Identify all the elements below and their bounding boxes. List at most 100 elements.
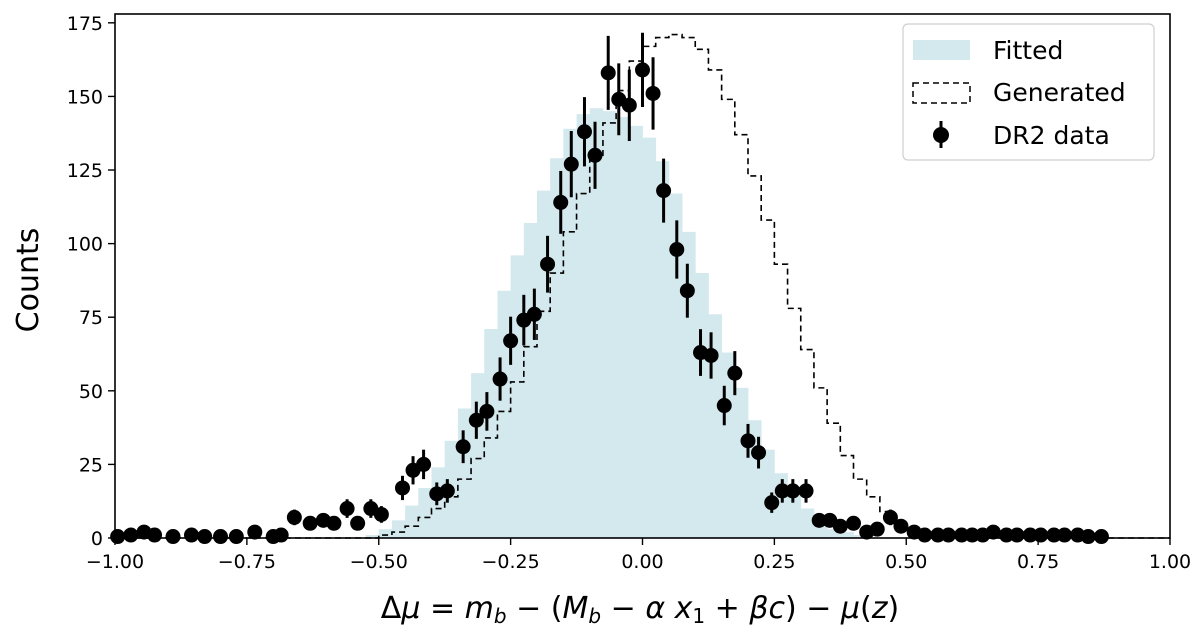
data-point bbox=[416, 456, 432, 472]
y-tick-label: 25 bbox=[79, 454, 103, 476]
fitted-bar bbox=[497, 290, 512, 538]
fitted-bar bbox=[827, 529, 841, 538]
y-tick-label: 100 bbox=[67, 234, 103, 256]
fitted-bar bbox=[589, 108, 604, 539]
data-point bbox=[540, 256, 556, 272]
x-axis-ticks: −1.00 −0.75 −0.50 −0.25 0.00 0.25 0.50 0.75 1.00 bbox=[86, 538, 1191, 573]
data-point bbox=[1080, 529, 1096, 545]
data-point bbox=[147, 527, 163, 543]
fitted-bar bbox=[431, 467, 446, 538]
data-point bbox=[998, 527, 1014, 543]
data-point bbox=[751, 445, 767, 461]
data-point bbox=[600, 65, 616, 81]
fitted-bar bbox=[840, 532, 854, 538]
data-point bbox=[811, 512, 827, 528]
legend: Fitted Generated DR2 data bbox=[902, 23, 1155, 161]
data-point bbox=[656, 183, 672, 199]
data-point bbox=[716, 398, 732, 414]
data-point bbox=[563, 156, 579, 172]
fitted-bar bbox=[642, 137, 657, 538]
fitted-bar bbox=[655, 161, 670, 538]
x-tick-label: 0.25 bbox=[753, 551, 795, 573]
generated-histogram bbox=[115, 33, 1170, 539]
data-point bbox=[587, 147, 603, 163]
y-tick-label: 175 bbox=[67, 13, 103, 35]
legend-data-marker bbox=[933, 127, 949, 143]
data-point bbox=[645, 85, 661, 101]
fitted-bar bbox=[853, 535, 868, 538]
data-point bbox=[798, 483, 814, 499]
x-tick-label: 0.00 bbox=[621, 551, 663, 573]
legend-data-label: DR2 data bbox=[993, 121, 1110, 150]
fitted-bar bbox=[800, 508, 815, 538]
data-point bbox=[439, 483, 455, 499]
data-point bbox=[954, 527, 970, 543]
data-point bbox=[635, 62, 650, 78]
fitted-histogram bbox=[365, 108, 868, 539]
data-point bbox=[273, 527, 289, 543]
x-tick-label: 0.75 bbox=[1017, 551, 1059, 573]
data-point bbox=[869, 521, 885, 537]
y-axis-title: Counts bbox=[11, 228, 46, 333]
data-point bbox=[228, 529, 244, 545]
data-point bbox=[373, 506, 389, 522]
data-point bbox=[468, 412, 484, 428]
data-point bbox=[940, 527, 956, 543]
data-point bbox=[740, 433, 756, 449]
data-point bbox=[703, 347, 719, 363]
data-point bbox=[479, 403, 495, 419]
fitted-bar bbox=[576, 114, 591, 538]
data-point bbox=[727, 365, 743, 381]
fitted-bar bbox=[510, 255, 525, 539]
data-point bbox=[917, 527, 933, 543]
legend-fitted-label: Fitted bbox=[993, 36, 1063, 65]
generated-step-line bbox=[115, 33, 1170, 539]
fitted-bar bbox=[405, 505, 419, 538]
dr2-data-points bbox=[110, 32, 1109, 545]
data-point bbox=[350, 515, 366, 531]
x-tick-label: −0.25 bbox=[482, 551, 540, 573]
fitted-bar bbox=[484, 328, 498, 538]
data-point bbox=[1057, 527, 1072, 543]
fitted-bar bbox=[365, 535, 380, 538]
data-point bbox=[679, 283, 695, 299]
data-point bbox=[110, 529, 126, 545]
legend-generated-swatch bbox=[912, 82, 971, 104]
data-point bbox=[846, 515, 861, 531]
fitted-bar bbox=[523, 223, 538, 538]
data-point bbox=[455, 439, 471, 455]
fitted-bar bbox=[457, 408, 472, 538]
y-tick-label: 0 bbox=[91, 528, 103, 550]
data-point bbox=[123, 527, 139, 543]
data-point bbox=[492, 371, 508, 387]
fitted-bar bbox=[378, 529, 393, 538]
y-tick-label: 75 bbox=[79, 307, 103, 329]
data-point bbox=[1009, 527, 1025, 543]
x-tick-label: −0.75 bbox=[218, 551, 276, 573]
data-point bbox=[213, 529, 228, 545]
y-tick-label: 150 bbox=[67, 86, 103, 108]
data-point bbox=[669, 242, 685, 258]
x-tick-label: 1.00 bbox=[1149, 551, 1191, 573]
legend-generated-label: Generated bbox=[993, 78, 1126, 107]
data-point bbox=[621, 97, 637, 113]
legend-fitted-swatch bbox=[913, 40, 970, 60]
data-point bbox=[183, 527, 199, 543]
data-point bbox=[1022, 527, 1038, 543]
data-point bbox=[832, 518, 848, 534]
data-point bbox=[197, 529, 213, 545]
data-point bbox=[286, 509, 302, 525]
data-point bbox=[785, 483, 801, 499]
data-point bbox=[964, 527, 980, 543]
x-axis-title: Δμ = mb − (Mb − α x1 + βc) − μ(z) bbox=[381, 591, 899, 628]
data-point bbox=[394, 480, 410, 496]
fitted-bar bbox=[734, 387, 749, 538]
y-tick-label: 50 bbox=[79, 381, 103, 403]
data-point bbox=[165, 529, 181, 545]
data-point bbox=[1046, 527, 1062, 543]
data-point bbox=[1093, 529, 1109, 545]
data-point bbox=[247, 524, 263, 540]
data-point bbox=[302, 515, 318, 531]
data-point bbox=[339, 501, 355, 517]
